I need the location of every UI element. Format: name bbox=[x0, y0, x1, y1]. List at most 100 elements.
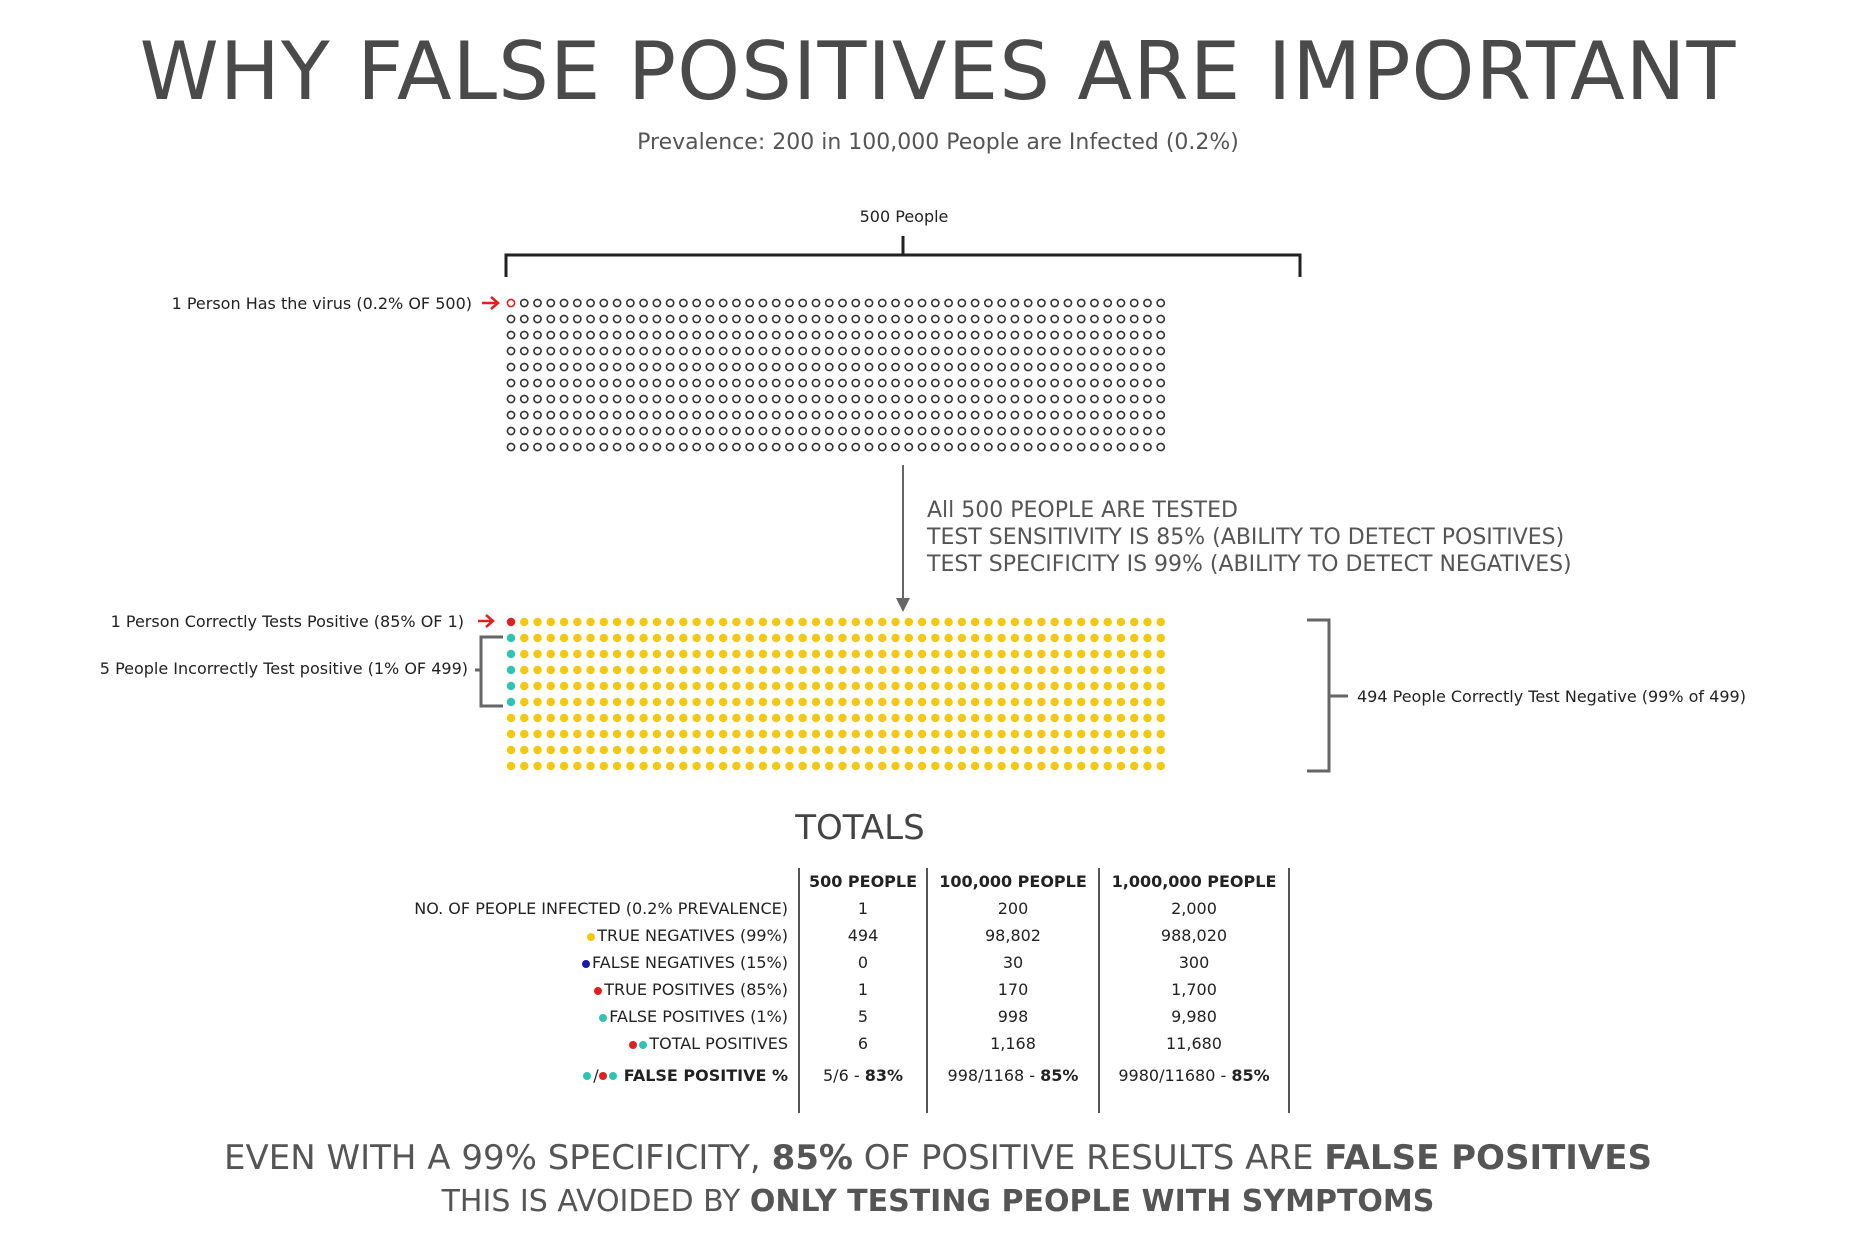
true-negative-dot bbox=[732, 697, 741, 707]
true-negative-dot bbox=[957, 633, 967, 643]
true-negative-dot bbox=[878, 633, 887, 643]
person-dot bbox=[586, 314, 595, 324]
true-negative-dot bbox=[878, 697, 887, 707]
person-dot bbox=[506, 394, 516, 404]
table-row: FALSE POSITIVES (1%) 5 998 9,980 bbox=[310, 1003, 1290, 1030]
person-dot bbox=[838, 346, 847, 356]
person-dot bbox=[930, 314, 940, 324]
true-negative-dot bbox=[931, 713, 940, 723]
person-dot bbox=[917, 410, 927, 420]
person-dot bbox=[1010, 298, 1020, 308]
person-dot bbox=[1010, 346, 1020, 356]
true-negative-dot bbox=[904, 649, 913, 659]
person-dot bbox=[824, 330, 834, 340]
person-dot bbox=[546, 410, 556, 420]
person-dot bbox=[612, 378, 622, 388]
true-negative-dot bbox=[652, 729, 662, 739]
person-dot bbox=[997, 330, 1007, 340]
person-dot bbox=[572, 330, 582, 340]
person-dot bbox=[1076, 410, 1086, 420]
person-dot bbox=[785, 442, 794, 452]
person-dot bbox=[705, 298, 715, 308]
true-negative-dot bbox=[626, 665, 635, 675]
true-negative-dot bbox=[772, 729, 781, 739]
population-bracket bbox=[504, 236, 1302, 277]
person-dot bbox=[546, 314, 556, 324]
totals-header-row: 500 PEOPLE 100,000 PEOPLE 1,000,000 PEOP… bbox=[310, 868, 1290, 895]
true-negative-dot bbox=[573, 633, 582, 643]
true-negative-dot bbox=[1063, 697, 1073, 707]
person-dot bbox=[1063, 394, 1073, 404]
true-negative-dot bbox=[679, 665, 688, 675]
true-negative-dot bbox=[1050, 617, 1059, 627]
person-dot bbox=[1023, 362, 1033, 372]
true-negative-dot bbox=[851, 713, 860, 723]
true-negative-dot bbox=[1037, 665, 1046, 675]
person-dot bbox=[997, 298, 1007, 308]
true-negative-dot bbox=[851, 665, 860, 675]
person-dot bbox=[851, 378, 861, 388]
person-dot bbox=[572, 410, 582, 420]
person-dot bbox=[1090, 346, 1099, 356]
true-negative-dot bbox=[891, 697, 900, 707]
false-positive-dot bbox=[506, 681, 516, 691]
true-negative-dot bbox=[718, 697, 728, 707]
person-dot bbox=[970, 314, 980, 324]
person-dot bbox=[665, 330, 675, 340]
true-negative-dot bbox=[970, 729, 980, 739]
person-dot bbox=[546, 362, 556, 372]
true-negative-dot bbox=[891, 665, 900, 675]
person-dot bbox=[533, 298, 542, 308]
true-negative-dot bbox=[612, 729, 622, 739]
person-dot bbox=[732, 394, 741, 404]
person-dot bbox=[572, 426, 582, 436]
person-dot bbox=[1116, 362, 1126, 372]
person-dot bbox=[1156, 330, 1166, 340]
true-negative-dot bbox=[1130, 729, 1139, 739]
true-negative-dot bbox=[811, 681, 821, 691]
person-dot bbox=[665, 394, 675, 404]
true-negative-dot bbox=[665, 617, 675, 627]
person-dot bbox=[745, 426, 755, 436]
true-negative-dot bbox=[957, 713, 967, 723]
infected-label: 1 Person Has the virus (0.2% OF 500) bbox=[172, 294, 472, 313]
true-negative-dot bbox=[1063, 745, 1073, 755]
person-dot bbox=[612, 330, 622, 340]
true-negative-dot bbox=[1076, 745, 1086, 755]
true-negative-dot bbox=[878, 649, 887, 659]
true-negative-dot bbox=[825, 633, 834, 643]
conclusion-line-2: THIS IS AVOIDED BY ONLY TESTING PEOPLE W… bbox=[441, 1184, 1435, 1219]
true-negative-dot bbox=[732, 665, 741, 675]
person-dot bbox=[506, 426, 516, 436]
true-negative-dot bbox=[1156, 713, 1165, 723]
person-dot bbox=[745, 410, 755, 420]
true-negative-dot bbox=[612, 649, 622, 659]
true-negative-dot bbox=[1037, 761, 1046, 771]
true-negative-dot bbox=[891, 681, 900, 691]
person-dot bbox=[1103, 314, 1113, 324]
true-negative-dot bbox=[705, 681, 715, 691]
true-negative-dot bbox=[1156, 617, 1165, 627]
person-dot bbox=[572, 394, 582, 404]
true-negative-dot bbox=[997, 697, 1006, 707]
true-negative-dot bbox=[546, 665, 555, 675]
person-dot bbox=[798, 298, 808, 308]
person-dot bbox=[652, 298, 662, 308]
person-dot bbox=[612, 426, 622, 436]
true-negative-dot bbox=[891, 761, 900, 771]
true-negative-dot bbox=[652, 713, 662, 723]
true-negative-dot bbox=[785, 617, 794, 627]
true-negative-dot bbox=[1023, 665, 1033, 675]
person-dot bbox=[864, 442, 874, 452]
person-dot bbox=[559, 346, 569, 356]
true-negative-dot bbox=[957, 665, 967, 675]
person-dot bbox=[891, 298, 900, 308]
true-negative-dot bbox=[639, 761, 648, 771]
person-dot bbox=[1010, 378, 1020, 388]
person-dot bbox=[824, 426, 834, 436]
person-dot bbox=[811, 298, 821, 308]
true-negative-dot bbox=[679, 745, 688, 755]
person-dot bbox=[944, 330, 953, 340]
true-negative-dot bbox=[838, 633, 847, 643]
person-dot bbox=[665, 426, 675, 436]
